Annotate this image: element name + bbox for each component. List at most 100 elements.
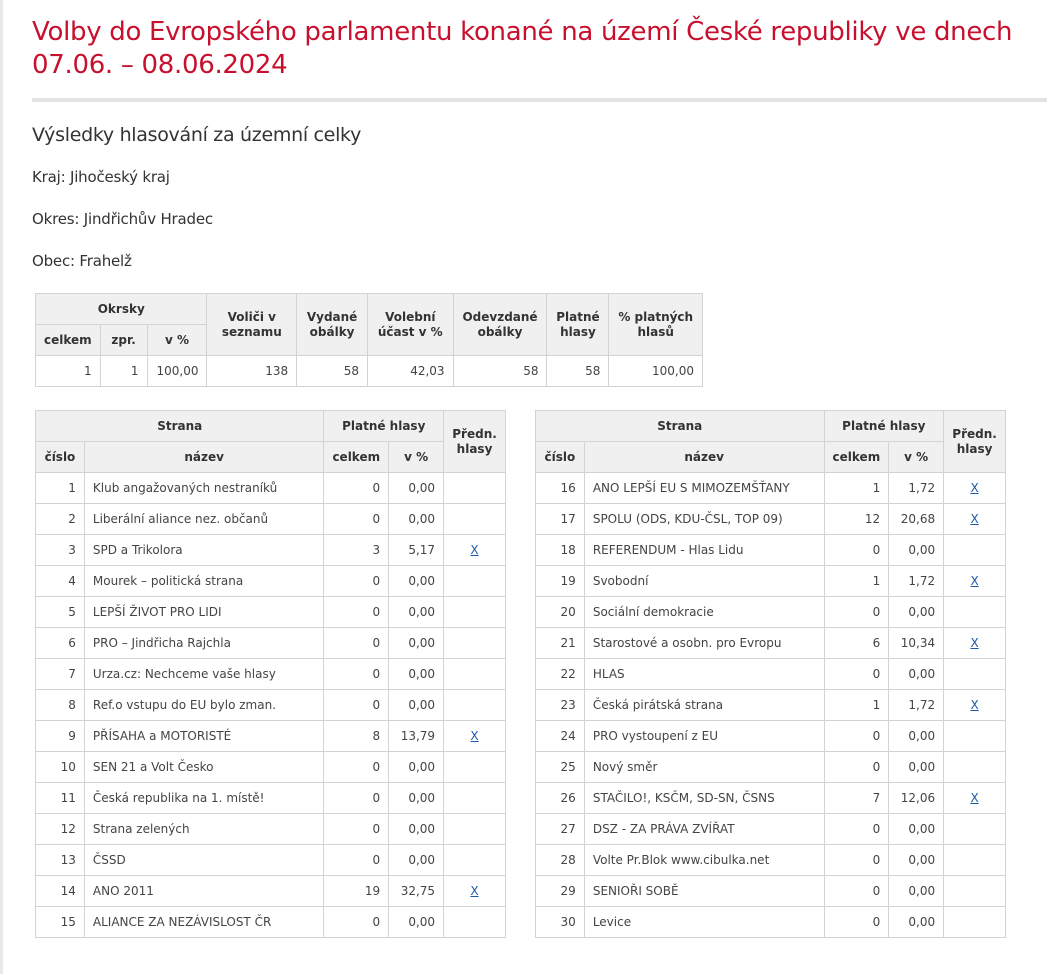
summary-cell: 1 [99,355,148,387]
party-percent: 0,00 [388,596,445,628]
preferential-votes-link[interactable]: X [970,791,979,805]
summary-cell: 58 [452,355,548,387]
party-number: 12 [35,813,85,845]
preferential-votes-link[interactable]: X [470,729,479,743]
preferential-votes-link[interactable]: X [970,636,979,650]
party-percent: 0,00 [888,720,945,752]
preferential-votes-cell [943,534,1006,566]
preferential-votes-cell [443,689,506,721]
party-percent: 0,00 [388,751,445,783]
party-votes: 0 [823,596,890,628]
party-percent: 1,72 [888,565,945,597]
party-votes: 0 [823,813,890,845]
party-votes: 1 [823,472,890,504]
party-name: Strana zelených [83,813,325,845]
party-number: 24 [535,720,585,752]
header-ucast: Volební účast v % [367,293,454,356]
party-number: 11 [35,782,85,814]
preferential-votes-link[interactable]: X [970,481,979,495]
party-percent: 10,34 [888,627,945,659]
party-row: 9 PŘÍSAHA a MOTORISTÉ 8 13,79 X [35,720,506,752]
header-zpr: zpr. [99,324,148,356]
header-platne-hlasy: Platné hlasy [323,410,445,442]
party-votes: 1 [823,565,890,597]
party-number: 6 [35,627,85,659]
preferential-votes-cell: X [943,627,1006,659]
party-row: 27 DSZ - ZA PRÁVA ZVÍŘAT 0 0,00 [535,813,1006,845]
party-row: 2 Liberální aliance nez. občanů 0 0,00 [35,503,506,535]
preferential-votes-link[interactable]: X [970,574,979,588]
party-votes: 19 [323,875,390,907]
party-name: Levice [583,906,825,938]
preferential-votes-link[interactable]: X [970,698,979,712]
preferential-votes-cell [943,751,1006,783]
party-percent: 20,68 [888,503,945,535]
preferential-votes-link[interactable]: X [470,884,479,898]
party-name: Sociální demokracie [583,596,825,628]
party-votes: 0 [323,906,390,938]
party-number: 3 [35,534,85,566]
party-votes: 0 [323,782,390,814]
party-percent: 0,00 [388,689,445,721]
party-votes: 0 [323,689,390,721]
party-percent: 1,72 [888,472,945,504]
party-row: 19 Svobodní 1 1,72 X [535,565,1006,597]
party-percent: 0,00 [388,503,445,535]
party-votes: 0 [323,472,390,504]
preferential-votes-cell [443,906,506,938]
party-name: Volte Pr.Blok www.cibulka.net [583,844,825,876]
party-row: 30 Levice 0 0,00 [535,906,1006,938]
party-votes: 0 [323,813,390,845]
party-table-right: Strana Platné hlasy Předn. hlasy číslo název… [535,410,1006,938]
preferential-votes-link[interactable]: X [970,512,979,526]
party-name: REFERENDUM - Hlas Lidu [583,534,825,566]
preferential-votes-cell [443,503,506,535]
party-name: Česká republika na 1. místě! [83,782,325,814]
preferential-votes-cell [443,782,506,814]
preferential-votes-cell [443,844,506,876]
party-row: 5 LEPŠÍ ŽIVOT PRO LIDI 0 0,00 [35,596,506,628]
party-percent: 1,72 [888,689,945,721]
party-row: 22 HLAS 0 0,00 [535,658,1006,690]
summary-cell: 1 [35,355,101,387]
header-vpct: v % [888,441,945,473]
party-name: ANO 2011 [83,875,325,907]
party-row: 29 SENIOŘI SOBĚ 0 0,00 [535,875,1006,907]
party-percent: 0,00 [388,472,445,504]
party-number: 16 [535,472,585,504]
party-row: 1 Klub angažovaných nestraníků 0 0,00 [35,472,506,504]
party-percent: 0,00 [888,658,945,690]
party-row: 17 SPOLU (ODS, KDU-ČSL, TOP 09) 12 20,68 X [535,503,1006,535]
party-votes: 8 [323,720,390,752]
preferential-votes-link[interactable]: X [470,543,479,557]
party-row: 6 PRO – Jindřicha Rajchla 0 0,00 [35,627,506,659]
party-number: 25 [535,751,585,783]
party-percent: 0,00 [388,565,445,597]
header-nazev: název [583,441,825,473]
party-row: 16 ANO LEPŠÍ EU S MIMOZEMŠŤANY 1 1,72 X [535,472,1006,504]
divider [32,98,1047,102]
party-row: 28 Volte Pr.Blok www.cibulka.net 0 0,00 [535,844,1006,876]
party-number: 18 [535,534,585,566]
party-row: 25 Nový směr 0 0,00 [535,751,1006,783]
party-name: Nový směr [583,751,825,783]
party-number: 9 [35,720,85,752]
kraj-label: Kraj: Jihočeský kraj [32,168,170,186]
party-number: 5 [35,596,85,628]
party-percent: 0,00 [888,596,945,628]
party-percent: 0,00 [888,906,945,938]
party-percent: 32,75 [388,875,445,907]
party-number: 21 [535,627,585,659]
header-celkem: celkem [823,441,890,473]
party-votes: 0 [323,503,390,535]
preferential-votes-cell: X [443,534,506,566]
party-row: 20 Sociální demokracie 0 0,00 [535,596,1006,628]
party-number: 8 [35,689,85,721]
party-percent: 13,79 [388,720,445,752]
party-votes: 7 [823,782,890,814]
party-name: ALIANCE ZA NEZÁVISLOST ČR [83,906,325,938]
party-number: 30 [535,906,585,938]
party-name: Ref.o vstupu do EU bylo zman. [83,689,325,721]
party-votes: 0 [323,565,390,597]
summary-cell: 58 [546,355,610,387]
